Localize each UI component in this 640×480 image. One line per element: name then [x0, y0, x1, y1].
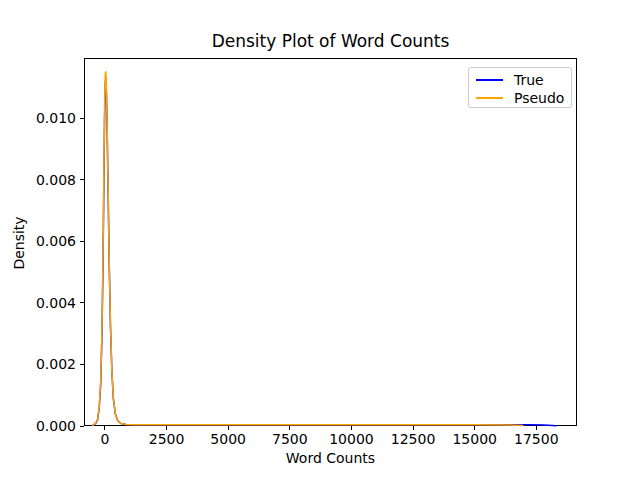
- axes-frame: [85, 59, 577, 426]
- y-tick-label: 0.008: [36, 172, 76, 188]
- legend-label: True: [514, 71, 544, 89]
- x-tick-label: 7500: [272, 431, 308, 447]
- x-tick-label: 0: [100, 431, 109, 447]
- legend-item-pseudo: Pseudo: [476, 89, 565, 107]
- legend: TruePseudo: [468, 67, 572, 108]
- y-tick-label: 0.010: [36, 110, 76, 126]
- x-tick-label: 15000: [452, 431, 497, 447]
- series-line-true: [93, 78, 556, 426]
- series-line-pseudo: [93, 72, 523, 426]
- x-tick-label: 10000: [329, 431, 374, 447]
- legend-item-true: True: [476, 71, 565, 89]
- y-tick-label: 0.002: [36, 356, 76, 372]
- y-tick-label: 0.006: [36, 233, 76, 249]
- y-tick-label: 0.000: [36, 418, 76, 434]
- y-tick-label: 0.004: [36, 295, 76, 311]
- legend-label: Pseudo: [514, 89, 564, 107]
- x-tick-label: 12500: [391, 431, 436, 447]
- legend-line-swatch: [476, 97, 503, 100]
- figure: Density Plot of Word Counts Density Word…: [0, 0, 640, 480]
- legend-line-swatch: [476, 79, 503, 82]
- x-tick-label: 17500: [514, 431, 559, 447]
- x-tick-label: 2500: [149, 431, 185, 447]
- x-tick-label: 5000: [210, 431, 246, 447]
